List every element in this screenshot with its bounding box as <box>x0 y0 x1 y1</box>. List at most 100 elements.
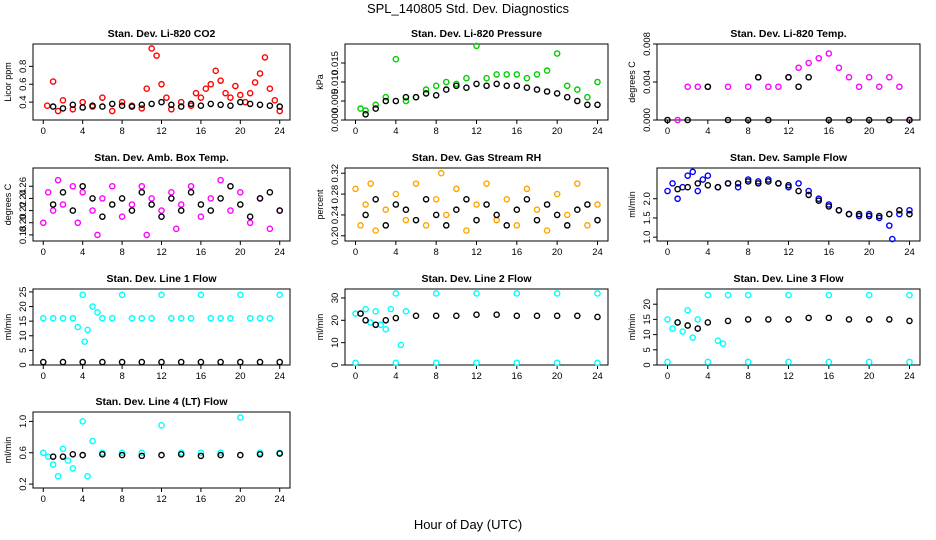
data-point-red <box>163 94 170 101</box>
chart-title: Stan. Dev. Sample Flow <box>730 152 848 164</box>
data-point-red <box>251 79 259 86</box>
data-point-red <box>158 80 165 88</box>
data-point-magenta <box>118 213 126 220</box>
x-tick-label: 12 <box>783 247 794 258</box>
y-tick-label: 0.000 <box>330 108 341 132</box>
data-point-magenta <box>896 83 903 91</box>
data-point-cyan <box>553 359 561 367</box>
data-point-black <box>513 206 521 214</box>
x-tick-label: 16 <box>824 126 835 137</box>
data-point-black <box>432 92 440 99</box>
data-point-black <box>207 207 215 214</box>
data-point-red <box>49 78 57 85</box>
data-point-cyan <box>59 445 67 453</box>
y-tick-label: 0.18 <box>18 226 29 245</box>
data-point-black <box>584 201 591 208</box>
data-point-black <box>584 101 591 109</box>
data-point-black <box>886 116 893 124</box>
data-point-cyan <box>128 314 136 322</box>
data-point-green <box>382 93 390 101</box>
y-tick-label: 0.004 <box>642 70 653 94</box>
data-point-black <box>865 212 873 220</box>
y-tick-label: 0 <box>330 362 341 367</box>
data-point-cyan <box>89 303 96 310</box>
data-point-black <box>79 104 86 111</box>
data-point-blue <box>805 187 812 195</box>
data-point-black <box>362 211 369 219</box>
data-point-black <box>49 103 57 110</box>
y-tick-label: 5 <box>642 347 653 352</box>
data-point-black <box>483 201 490 208</box>
plot-frame <box>32 167 291 242</box>
data-point-orange <box>584 222 591 229</box>
data-point-cyan <box>217 314 224 322</box>
x-tick-label: 16 <box>824 247 835 258</box>
x-tick-label: 0 <box>353 371 358 382</box>
x-tick-label: 4 <box>393 247 398 258</box>
data-point-black <box>744 178 752 185</box>
data-point-magenta <box>237 189 244 196</box>
y-tick-label: 0.24 <box>330 206 341 225</box>
x-tick-label: 24 <box>274 494 285 505</box>
data-point-black <box>138 358 146 366</box>
data-point-cyan <box>473 290 480 297</box>
data-point-cyan <box>724 291 732 299</box>
data-point-cyan <box>372 308 379 315</box>
chart-panel-9: Stan. Dev. Line 3 Flow ml/min 0 4 8 12 16 20 24 0… <box>627 273 921 382</box>
data-point-black <box>865 316 873 323</box>
x-tick-label: 0 <box>41 247 46 258</box>
data-point-cyan <box>553 290 561 297</box>
y-axis-label: kPa <box>315 74 325 90</box>
data-point-magenta <box>227 207 234 214</box>
data-point-black <box>724 180 732 187</box>
data-point-blue <box>896 210 903 218</box>
x-tick-label: 20 <box>235 247 246 258</box>
data-point-magenta <box>865 73 873 81</box>
data-point-magenta <box>138 182 146 190</box>
data-point-blue <box>704 172 712 179</box>
data-point-black <box>785 181 792 189</box>
data-point-cyan <box>679 328 686 335</box>
y-axis-label: degrees C <box>3 183 13 225</box>
data-point-black <box>724 317 732 325</box>
data-point-green <box>362 107 369 114</box>
data-point-cyan <box>59 314 67 322</box>
data-point-magenta <box>805 59 812 67</box>
data-point-red <box>148 45 155 52</box>
data-point-black <box>563 93 571 101</box>
data-point-magenta <box>845 73 853 81</box>
data-point-magenta <box>108 182 116 190</box>
data-point-black <box>118 195 126 202</box>
data-point-cyan <box>168 314 175 322</box>
data-point-green <box>422 86 430 93</box>
x-tick-label: 8 <box>434 247 439 258</box>
data-point-black <box>684 183 691 191</box>
data-point-black <box>805 314 812 322</box>
data-point-cyan <box>84 326 91 334</box>
x-tick-label: 24 <box>904 126 915 137</box>
y-tick-label: 0.8 <box>18 60 29 73</box>
data-point-magenta <box>177 201 185 208</box>
y-axis-label: ml/min <box>3 314 13 341</box>
data-point-cyan <box>177 314 185 322</box>
data-point-magenta <box>89 207 96 214</box>
data-point-cyan <box>54 472 62 480</box>
data-point-cyan <box>118 291 126 299</box>
data-point-red <box>54 107 62 115</box>
data-point-magenta <box>795 64 802 72</box>
data-point-orange <box>513 222 521 229</box>
data-point-blue <box>684 172 691 179</box>
x-tick-label: 24 <box>274 126 285 137</box>
x-tick-label: 16 <box>196 126 207 137</box>
data-point-green <box>533 71 541 78</box>
x-tick-label: 24 <box>592 247 603 258</box>
data-point-orange <box>367 180 374 187</box>
data-point-cyan <box>367 319 374 326</box>
data-point-black <box>694 325 702 332</box>
data-point-black <box>148 100 155 108</box>
data-point-black <box>138 101 146 109</box>
data-point-magenta <box>266 225 274 233</box>
data-point-magenta <box>54 176 62 184</box>
data-point-black <box>513 312 521 320</box>
x-tick-label: 12 <box>471 247 482 258</box>
